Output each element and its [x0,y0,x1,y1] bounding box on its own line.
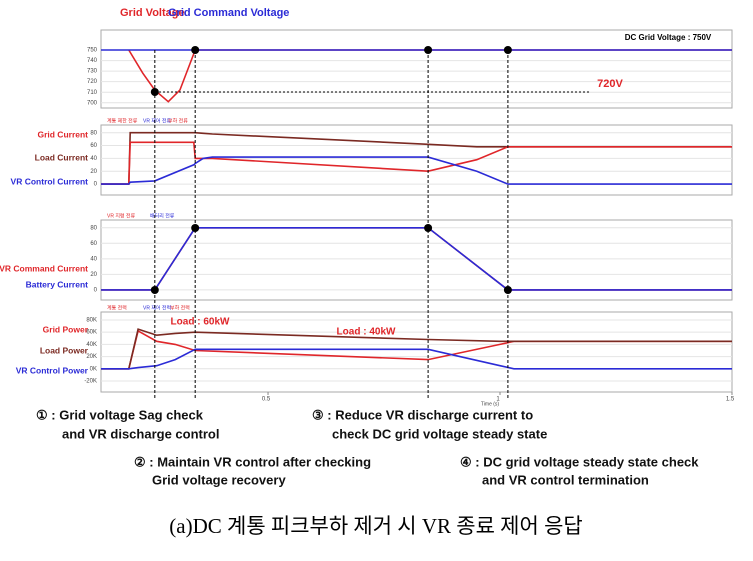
x-axis-label: Time (s) [481,401,499,407]
x-tick-label: 0.5 [262,397,271,403]
event-dot [150,88,159,96]
y-tick-label: 0 [94,287,98,293]
note: and VR control termination [482,472,649,487]
sub-label: VR 지령 전류 [107,212,136,219]
event-dot [424,224,433,232]
note: ③ : Reduce VR discharge current to [312,407,533,422]
plot-frame [100,124,733,196]
series-label: Grid Power [43,324,89,334]
series-line [101,328,732,370]
series-label: VR Control Current [11,176,89,186]
event-dot [150,286,159,294]
y-tick-label: 60 [90,143,97,149]
sub-label: VR 제어 전류 [143,117,172,124]
y-tick-label: 60 [90,241,97,247]
series-line [101,227,732,291]
series-label: Load Current [35,152,89,162]
event-dot [191,224,200,232]
y-tick-label: 40K [86,342,97,348]
sub-label: 계통 전력 [107,304,127,311]
sub-label: 부하 전류 [168,117,188,124]
event-dot [503,286,512,294]
sub-label: 부하 전력 [170,304,190,311]
y-tick-label: -20K [84,379,97,385]
series-line [101,348,732,370]
sub-label: 배터리 전류 [150,212,175,219]
plot-frame [100,219,733,301]
plot-frame [100,29,733,109]
note: Grid voltage recovery [152,472,286,487]
note: ④ : DC grid voltage steady state check [460,454,699,469]
y-tick-label: 0 [94,182,98,188]
sub-label: 계통 제한 전류 [107,117,138,124]
series-label: Grid Current [37,129,88,139]
annotation: 720V [597,78,623,90]
plot-frame [100,311,733,393]
event-dot [424,46,433,54]
legend-entry: Grid Command Voltage [168,7,289,19]
y-tick-label: 0K [90,366,97,372]
y-tick-label: 700 [87,100,98,106]
x-tick-label: 1 [496,397,500,403]
x-tick-label: 1.5 [726,397,735,403]
y-tick-label: 40 [90,256,97,262]
annotation: DC Grid Voltage : 750V [625,33,712,42]
note: check DC grid voltage steady state [332,426,547,441]
sub-label: VR 제어 전력 [143,304,171,311]
y-tick-label: 750 [87,48,98,54]
caption: (a)DC 계통 피크부하 제거 시 VR 종료 제어 응답 [169,514,582,538]
event-dot [503,46,512,54]
y-tick-label: 740 [87,58,98,64]
series-label: VR Control Power [16,365,89,375]
y-tick-label: 80 [90,225,97,231]
series-line [101,156,732,185]
annotation: Load : 40kW [337,327,396,338]
series-label: Load Power [40,345,89,355]
note: ① : Grid voltage Sag check [36,407,204,422]
y-tick-label: 40 [90,156,97,162]
y-tick-label: 730 [87,69,98,75]
y-tick-label: 60K [86,330,97,336]
y-tick-label: 20K [86,354,97,360]
legend-entry: Grid Voltage [120,7,185,19]
y-tick-label: 20 [90,272,97,278]
y-tick-label: 80K [86,318,97,324]
series-label: Battery Current [26,279,89,289]
annotation: Load : 60kW [171,317,230,328]
note: ② : Maintain VR control after checking [134,454,371,469]
y-tick-label: 710 [87,90,98,96]
series-label: VR Command Current [0,263,88,273]
y-tick-label: 80 [90,130,97,136]
y-tick-label: 20 [90,169,97,175]
y-tick-label: 720 [87,79,98,85]
note: and VR discharge control [62,426,219,441]
event-dot [191,46,200,54]
series-line [101,141,732,185]
series-line [101,131,732,185]
